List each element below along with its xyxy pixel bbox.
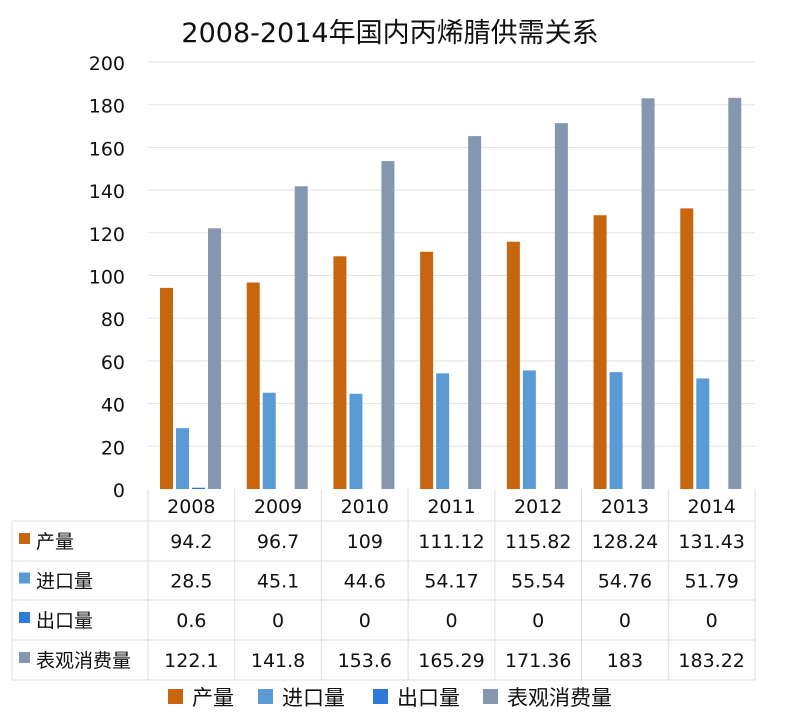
bar-3-2009 (294, 186, 308, 489)
table-cell: 0 (445, 610, 457, 632)
table-cell: 115.82 (505, 531, 571, 553)
y-tick-label: 180 (89, 96, 125, 118)
bar-3-2010 (381, 161, 395, 489)
table-cell: 122.1 (164, 650, 218, 672)
x-tick-label: 2012 (514, 496, 562, 518)
y-tick-label: 0 (113, 480, 125, 502)
table-cell: 44.6 (344, 571, 386, 593)
table-cell: 165.29 (418, 650, 484, 672)
x-tick-label: 2011 (427, 496, 475, 518)
legend-label: 表观消费量 (507, 686, 612, 710)
bar-3-2011 (468, 136, 482, 490)
table-cell: 171.36 (505, 650, 571, 672)
bar-1-2014 (696, 378, 710, 489)
chart-title: 2008-2014年国内丙烯腈供需关系 (181, 18, 598, 49)
bar-0-2014 (680, 208, 694, 489)
bar-3-2014 (728, 97, 742, 489)
table-cell: 96.7 (257, 531, 299, 553)
table-cell: 183.22 (678, 650, 744, 672)
table-series-name: 出口量 (36, 610, 93, 632)
y-tick-label: 40 (101, 395, 125, 417)
y-tick-label: 100 (89, 267, 125, 289)
bar-3-2012 (554, 123, 568, 490)
table-cell: 111.12 (418, 531, 484, 553)
x-tick-label: 2008 (167, 496, 215, 518)
table-cell: 131.43 (678, 531, 744, 553)
legend-key (258, 689, 273, 704)
table-cell: 0 (532, 610, 544, 632)
table-cell: 0 (359, 610, 371, 632)
legend-key (373, 689, 388, 704)
table-series-name: 进口量 (36, 571, 93, 593)
table-cell: 51.79 (684, 571, 738, 593)
x-tick-label: 2014 (687, 496, 735, 518)
table-cell: 0 (706, 610, 718, 632)
y-tick-label: 80 (101, 309, 125, 331)
table-cell: 183 (607, 650, 643, 672)
table-cell: 141.8 (251, 650, 305, 672)
table-cell: 0 (272, 610, 284, 632)
bar-3-2008 (208, 228, 221, 489)
bar-1-2012 (522, 370, 536, 489)
table-cell: 54.17 (424, 571, 478, 593)
legend-label: 产量 (192, 686, 234, 710)
bar-1-2013 (609, 372, 623, 489)
y-tick-label: 140 (89, 181, 125, 203)
table-cell: 45.1 (257, 571, 299, 593)
table-cell: 0.6 (176, 610, 206, 632)
table-cell: 54.76 (598, 571, 652, 593)
bar-1-2008 (176, 428, 189, 489)
bar-1-2010 (349, 393, 363, 489)
bar-2-2008 (192, 487, 205, 489)
table-cell: 28.5 (170, 571, 212, 593)
bar-0-2008 (160, 287, 173, 489)
x-tick-label: 2009 (254, 496, 302, 518)
table-legend-key (19, 652, 30, 663)
bar-0-2012 (506, 241, 520, 489)
table-cell: 153.6 (338, 650, 392, 672)
bar-0-2009 (246, 282, 260, 489)
table-cell: 0 (619, 610, 631, 632)
bar-0-2013 (593, 215, 607, 490)
table-cell: 94.2 (170, 531, 212, 553)
legend-label: 进口量 (282, 686, 345, 710)
table-cell: 128.24 (592, 531, 658, 553)
x-tick-label: 2013 (601, 496, 649, 518)
table-series-name: 表观消费量 (36, 650, 131, 672)
legend-label: 出口量 (397, 686, 460, 710)
table-legend-key (19, 612, 30, 623)
bar-3-2013 (641, 98, 655, 490)
bar-1-2009 (262, 392, 276, 489)
x-tick-label: 2010 (341, 496, 389, 518)
table-legend-key (19, 533, 30, 544)
table-cell: 109 (347, 531, 383, 553)
y-tick-label: 120 (89, 224, 125, 246)
table-series-name: 产量 (36, 531, 74, 553)
y-tick-label: 20 (101, 437, 125, 459)
table-legend-key (19, 572, 30, 584)
y-tick-label: 160 (89, 138, 125, 160)
bar-1-2011 (436, 373, 450, 489)
bar-0-2011 (420, 251, 434, 489)
legend-key (483, 689, 498, 704)
bar-0-2010 (333, 256, 347, 489)
y-tick-label: 60 (101, 352, 125, 374)
y-tick-label: 200 (89, 53, 125, 75)
table-cell: 55.54 (511, 571, 565, 593)
legend-key (168, 689, 183, 704)
